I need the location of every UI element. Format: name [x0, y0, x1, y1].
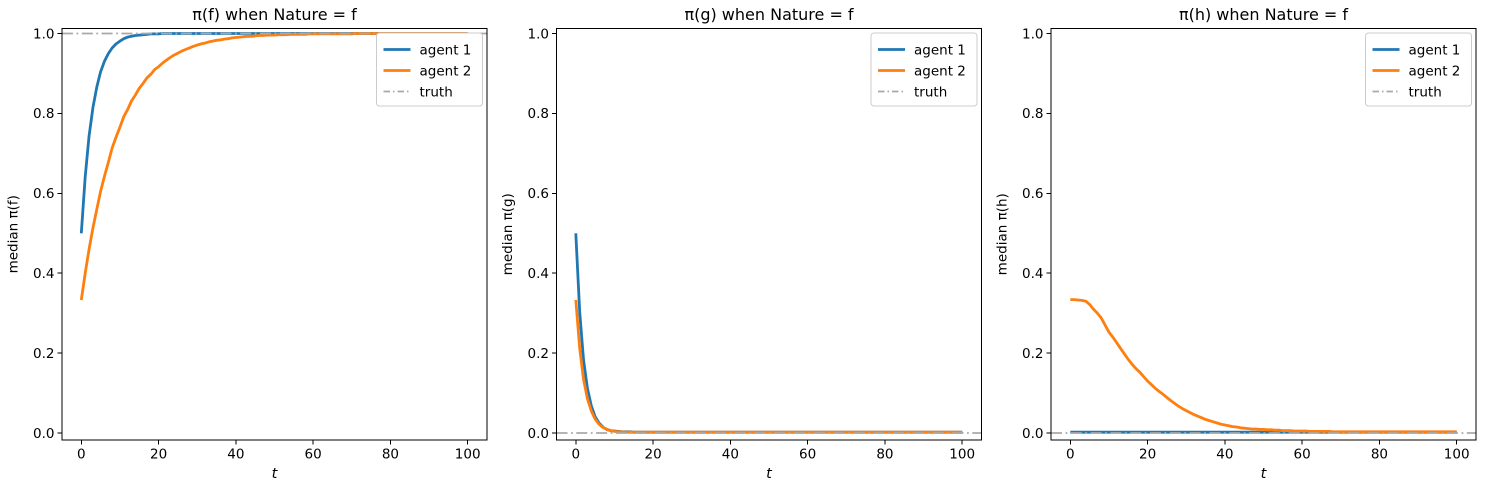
x-tick-label: 60 [799, 447, 816, 463]
y-tick-label: 0.6 [528, 186, 549, 202]
y-tick-label: 0.6 [1022, 186, 1043, 202]
legend-label-truth: truth [1409, 84, 1442, 100]
legend: agent 1 agent 2 truth [376, 32, 483, 107]
x-tick-label: 40 [722, 447, 739, 463]
y-tick-label: 1.0 [33, 26, 54, 42]
x-tick-label: 60 [305, 447, 322, 463]
x-tick-label: 0 [1066, 447, 1075, 463]
y-tick-label: 0.4 [528, 266, 549, 282]
subplot-2: 0 20 40 60 80 100 0.0 0.2 0.4 0.6 0.8 1.0 π(g) when … [500, 5, 982, 482]
x-tick-label: 80 [1371, 447, 1388, 463]
legend-box [870, 32, 978, 107]
y-axis-label: median π(f) [6, 195, 22, 273]
x-tick-label: 80 [876, 447, 893, 463]
x-tick-label: 100 [455, 447, 481, 463]
series-line-agent-2 [574, 299, 963, 434]
y-tick-label: 1.0 [1022, 26, 1043, 42]
y-axis-label: median π(h) [995, 193, 1011, 275]
x-tick-label: 40 [227, 447, 244, 463]
chart-title: π(h) when Nature = f [1179, 5, 1348, 24]
subplot-3: 0 20 40 60 80 100 0.0 0.2 0.4 0.6 0.8 1.0 π(h) when … [995, 5, 1477, 482]
x-tick-label: 40 [1216, 447, 1233, 463]
x-axis-label: t [272, 466, 279, 482]
axes-spines [1050, 28, 1477, 441]
legend-label-truth: truth [420, 84, 453, 100]
subplot-1: 0 20 40 60 80 100 0.0 0.2 0.4 0.6 0.8 1.0 π(f) when … [6, 5, 488, 482]
legend-box [376, 32, 483, 107]
x-tick-label: 100 [1444, 447, 1470, 463]
legend-label-agent-2: agent 2 [1409, 63, 1461, 79]
axes-spines [61, 28, 488, 441]
legend-label-agent-1: agent 1 [914, 42, 966, 58]
y-tick-label: 0.0 [33, 426, 54, 442]
x-tick-label: 60 [1294, 447, 1311, 463]
y-tick-label: 0.4 [1022, 266, 1043, 282]
legend-label-agent-2: agent 2 [420, 63, 472, 79]
y-tick-label: 0.2 [33, 346, 54, 362]
legend: agent 1 agent 2 truth [1365, 32, 1472, 107]
x-axis-label: t [1261, 466, 1268, 482]
legend-box [1365, 32, 1472, 107]
x-tick-label: 20 [1139, 447, 1156, 463]
x-tick-label: 20 [150, 447, 167, 463]
chart-title: π(g) when Nature = f [684, 5, 853, 24]
legend-label-truth: truth [914, 84, 947, 100]
y-tick-label: 1.0 [528, 26, 549, 42]
series-line-agent-1 [574, 233, 963, 434]
y-tick-label: 0.8 [1022, 106, 1043, 122]
chart-title: π(f) when Nature = f [192, 5, 357, 24]
x-tick-label: 0 [77, 447, 86, 463]
x-tick-label: 0 [572, 447, 581, 463]
y-tick-label: 0.0 [528, 426, 549, 442]
legend-label-agent-1: agent 1 [420, 42, 472, 58]
y-tick-label: 0.6 [33, 186, 54, 202]
x-tick-label: 100 [949, 447, 975, 463]
axes-spines [556, 28, 982, 441]
x-axis-label: t [766, 466, 773, 482]
y-tick-label: 0.2 [528, 346, 549, 362]
y-tick-label: 0.2 [1022, 346, 1043, 362]
y-tick-label: 0.4 [33, 266, 54, 282]
x-tick-label: 80 [382, 447, 399, 463]
x-tick-label: 20 [644, 447, 661, 463]
series-line-agent-2 [1070, 298, 1457, 434]
legend-label-agent-2: agent 2 [914, 63, 966, 79]
y-axis-label: median π(g) [500, 193, 516, 275]
y-tick-label: 0.8 [528, 106, 549, 122]
legend-label-agent-1: agent 1 [1409, 42, 1461, 58]
y-tick-label: 0.0 [1022, 426, 1043, 442]
y-tick-label: 0.8 [33, 106, 54, 122]
legend: agent 1 agent 2 truth [870, 32, 978, 107]
